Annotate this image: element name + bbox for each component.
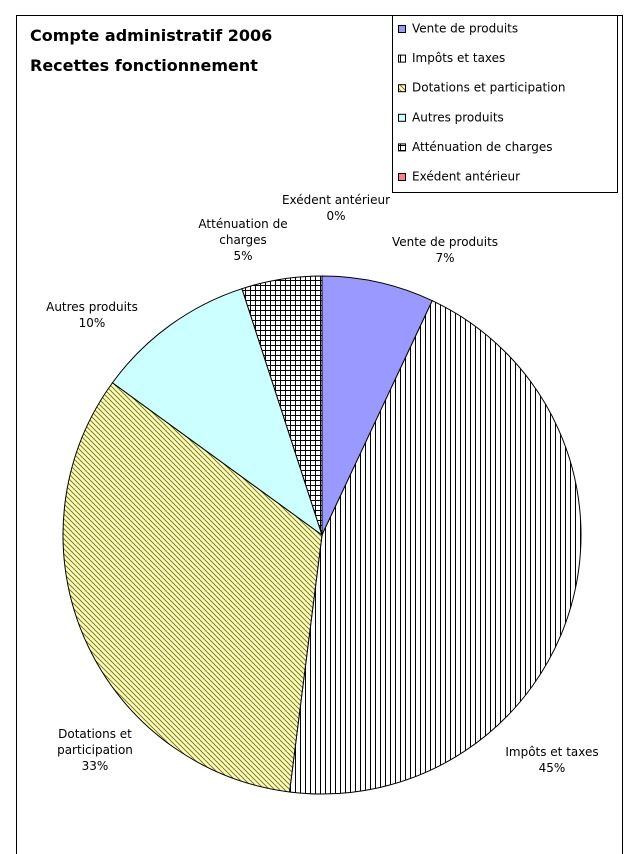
legend-box xyxy=(392,15,618,193)
legend-label: Impôts et taxes xyxy=(412,51,505,65)
pie-slice xyxy=(288,299,582,795)
legend-swatch xyxy=(398,143,406,152)
data-label-name: Exédent antérieur xyxy=(281,193,391,207)
data-label-name: Autres produits xyxy=(46,300,138,314)
data-label-name: Impôts et taxes xyxy=(505,745,599,759)
legend-label: Autres produits xyxy=(412,110,504,124)
legend-label: Dotations et participation xyxy=(412,81,565,95)
data-label-name: Atténuation de charges xyxy=(198,217,288,247)
legend-label: Vente de produits xyxy=(412,22,518,36)
chart-subtitle: Recettes fonctionnement xyxy=(30,56,258,75)
data-label: Impôts et taxes 45% xyxy=(497,744,607,776)
data-label-value: 45% xyxy=(538,761,566,775)
data-label-value: 0% xyxy=(326,209,346,223)
legend-label: Atténuation de charges xyxy=(412,140,553,154)
pie-slice xyxy=(62,382,323,793)
data-label: Atténuation de charges 5% xyxy=(188,216,298,264)
data-label: Autres produits 10% xyxy=(37,299,147,331)
data-label: Exédent antérieur 0% xyxy=(281,192,391,224)
data-label-value: 7% xyxy=(435,251,455,265)
data-label-value: 33% xyxy=(81,759,109,773)
data-label-value: 10% xyxy=(78,316,106,330)
legend-swatch xyxy=(398,84,406,93)
data-label: Dotations et participation 33% xyxy=(40,726,150,774)
legend-label: Exédent antérieur xyxy=(412,170,520,184)
data-label-name: Vente de produits xyxy=(391,235,499,249)
chart-frame xyxy=(16,15,623,854)
chart-title: Compte administratif 2006 xyxy=(30,26,273,45)
legend-swatch xyxy=(398,25,406,33)
legend-swatch xyxy=(398,173,406,181)
data-label-name: Dotations et participation xyxy=(57,727,133,757)
pie-slice xyxy=(321,275,433,536)
data-label: Vente de produits 7% xyxy=(390,234,500,266)
legend-swatch xyxy=(398,113,406,122)
pie-slice xyxy=(111,288,323,537)
data-label-value: 5% xyxy=(233,249,253,263)
legend-swatch xyxy=(398,54,406,63)
